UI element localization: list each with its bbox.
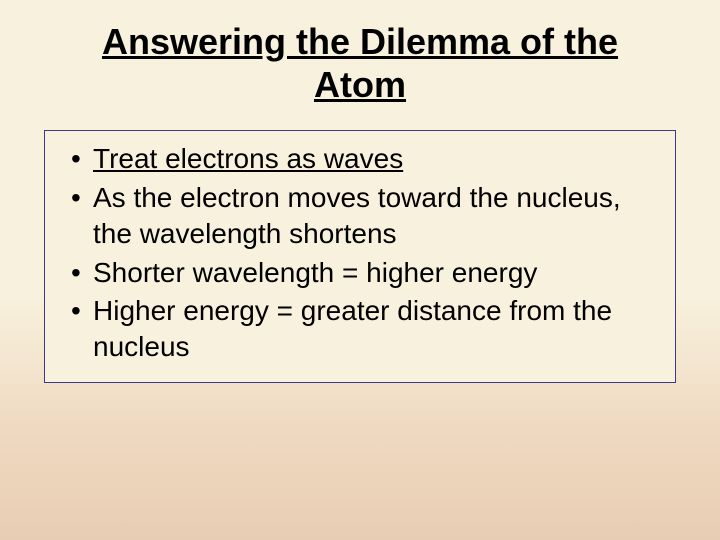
slide: Answering the Dilemma of the Atom Treat …: [0, 0, 720, 540]
bullet-list: Treat electrons as waves As the electron…: [65, 141, 655, 365]
bullet-item: Treat electrons as waves: [65, 141, 655, 177]
content-box: Treat electrons as waves As the electron…: [44, 130, 676, 382]
bullet-item: Shorter wavelength = higher energy: [65, 255, 655, 291]
slide-title: Answering the Dilemma of the Atom: [40, 20, 680, 106]
bullet-item: Higher energy = greater distance from th…: [65, 293, 655, 366]
bullet-item: As the electron moves toward the nucleus…: [65, 180, 655, 253]
